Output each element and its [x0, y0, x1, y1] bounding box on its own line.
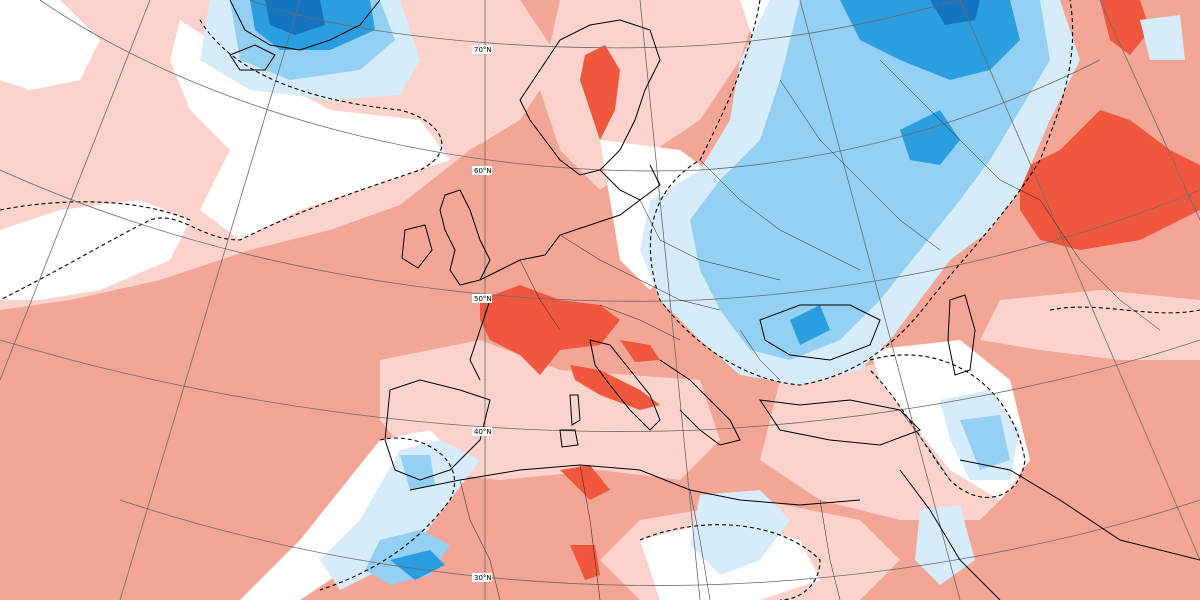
lat-label-50: 50°N: [472, 294, 492, 303]
country-borders: [459, 59, 1161, 600]
graticule-latitudes: [0, 0, 1200, 586]
warm-strong-areas: [480, 0, 1200, 580]
lat-label-30: 30°N: [472, 573, 492, 582]
latitude-labels: 70°N 60°N 50°N 40°N 30°N: [472, 45, 492, 582]
coastlines: [229, 0, 1200, 600]
svg-text:60°N: 60°N: [474, 167, 492, 175]
svg-text:40°N: 40°N: [474, 428, 492, 436]
lat-label-40: 40°N: [472, 427, 492, 436]
lat-label-70: 70°N: [472, 45, 492, 54]
svg-text:50°N: 50°N: [474, 295, 492, 303]
svg-text:30°N: 30°N: [474, 574, 492, 582]
lat-label-60: 60°N: [472, 166, 492, 175]
svg-text:70°N: 70°N: [474, 46, 492, 54]
